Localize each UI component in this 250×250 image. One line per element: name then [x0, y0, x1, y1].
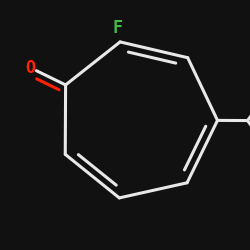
Text: O: O — [25, 58, 35, 76]
Text: F: F — [112, 20, 122, 38]
